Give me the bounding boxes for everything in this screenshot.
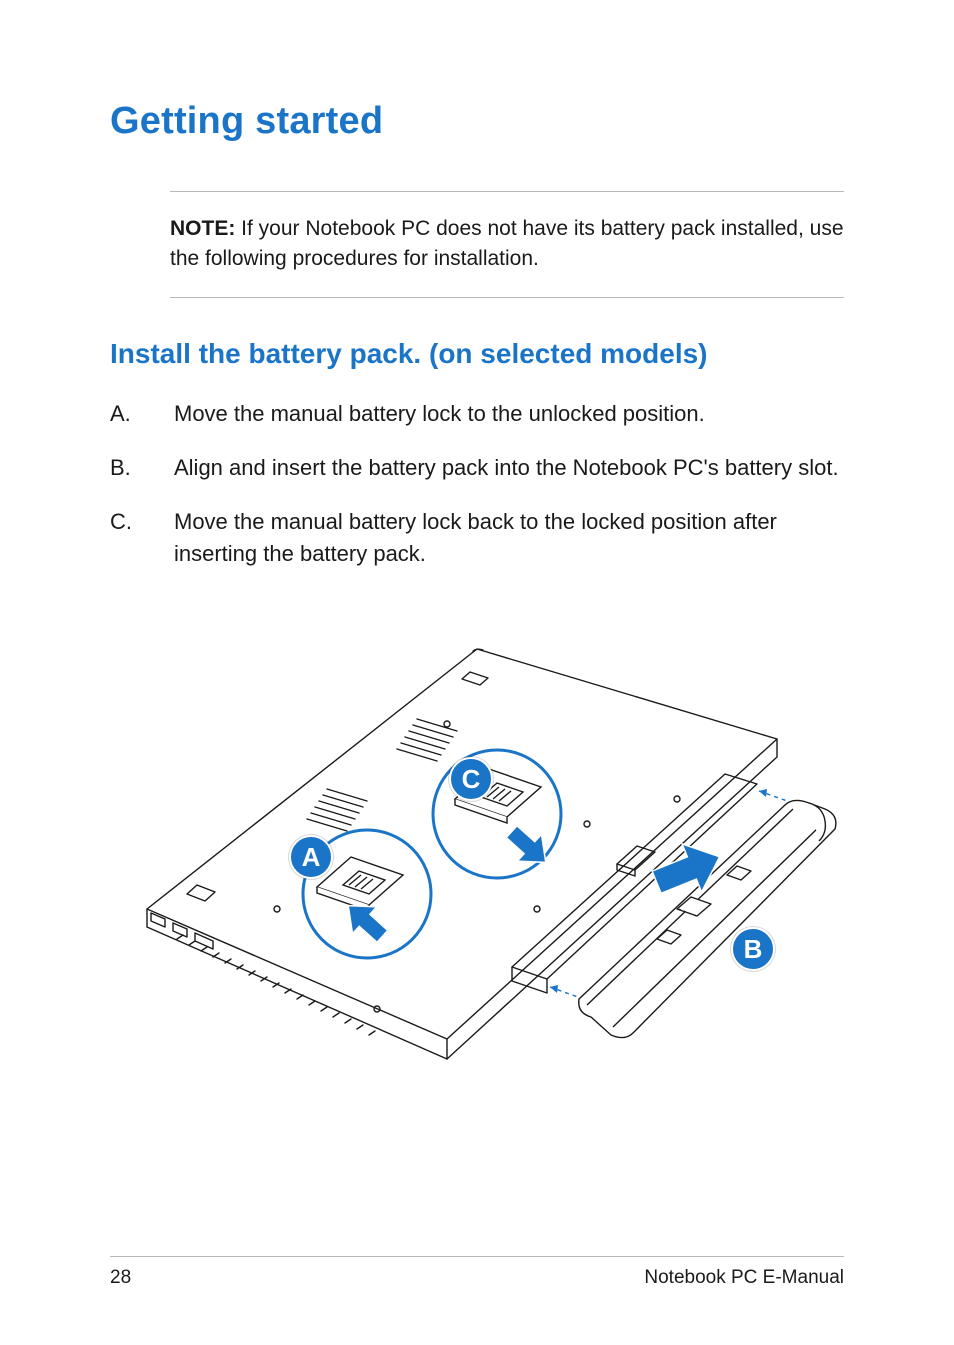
step-text: Move the manual battery lock to the unlo… [174, 398, 844, 430]
step-item: C. Move the manual battery lock back to … [110, 506, 844, 570]
step-letter: A. [110, 398, 174, 430]
step-letter: C. [110, 506, 174, 570]
step-text: Align and insert the battery pack into t… [174, 452, 844, 484]
battery-install-figure: A C B [117, 609, 837, 1079]
note-box: NOTE: If your Notebook PC does not have … [170, 191, 844, 298]
manual-page: Getting started NOTE: If your Notebook P… [0, 0, 954, 1345]
page-number: 28 [110, 1267, 131, 1289]
laptop-underside-illustration [117, 609, 837, 1079]
note-label: NOTE: [170, 217, 235, 240]
page-title: Getting started [110, 100, 844, 143]
step-item: A. Move the manual battery lock to the u… [110, 398, 844, 430]
step-text: Move the manual battery lock back to the… [174, 506, 844, 570]
page-footer: 28 Notebook PC E-Manual [110, 1256, 844, 1289]
step-letter: B. [110, 452, 174, 484]
section-heading: Install the battery pack. (on selected m… [110, 338, 844, 370]
note-text: If your Notebook PC does not have its ba… [170, 217, 844, 270]
doc-title: Notebook PC E-Manual [644, 1267, 844, 1289]
step-item: B. Align and insert the battery pack int… [110, 452, 844, 484]
steps-list: A. Move the manual battery lock to the u… [110, 398, 844, 570]
